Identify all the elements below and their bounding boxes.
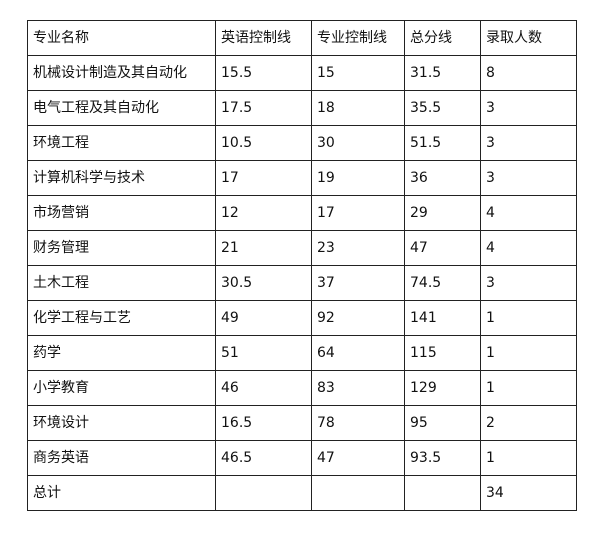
table-body: 专业名称 英语控制线 专业控制线 总分线 录取人数 机械设计制造及其自动化 15.5 15 31… bbox=[27, 20, 577, 511]
table-row: 药学 51 64 115 1 bbox=[27, 335, 577, 371]
cell-english-cutoff: 15.5 bbox=[215, 55, 312, 91]
cell-english-cutoff: 17 bbox=[215, 160, 312, 196]
cell-total-cutoff: 47 bbox=[404, 230, 481, 266]
cell-major-cutoff: 64 bbox=[311, 335, 405, 371]
header-total-cutoff: 总分线 bbox=[404, 20, 481, 56]
cell-admitted-count: 1 bbox=[480, 440, 577, 476]
header-admitted-count: 录取人数 bbox=[480, 20, 577, 56]
header-english-cutoff: 英语控制线 bbox=[215, 20, 312, 56]
cell-major-name: 机械设计制造及其自动化 bbox=[27, 55, 216, 91]
cell-admitted-count: 1 bbox=[480, 300, 577, 336]
cell-admitted-count: 34 bbox=[480, 475, 577, 511]
cell-english-cutoff: 46 bbox=[215, 370, 312, 406]
table-row: 化学工程与工艺 49 92 141 1 bbox=[27, 300, 577, 336]
cell-major-name: 电气工程及其自动化 bbox=[27, 90, 216, 126]
table-row: 小学教育 46 83 129 1 bbox=[27, 370, 577, 406]
cell-total-cutoff: 115 bbox=[404, 335, 481, 371]
cell-major-cutoff: 23 bbox=[311, 230, 405, 266]
cell-total-cutoff: 74.5 bbox=[404, 265, 481, 301]
table-row: 商务英语 46.5 47 93.5 1 bbox=[27, 440, 577, 476]
cell-total-cutoff: 29 bbox=[404, 195, 481, 231]
cell-english-cutoff: 16.5 bbox=[215, 405, 312, 441]
cell-english-cutoff: 17.5 bbox=[215, 90, 312, 126]
cell-major-cutoff: 18 bbox=[311, 90, 405, 126]
cell-major-name: 药学 bbox=[27, 335, 216, 371]
cell-admitted-count: 1 bbox=[480, 335, 577, 371]
cell-major-name: 土木工程 bbox=[27, 265, 216, 301]
cell-english-cutoff: 21 bbox=[215, 230, 312, 266]
admission-score-table: 专业名称 英语控制线 专业控制线 总分线 录取人数 机械设计制造及其自动化 15.5 15 31… bbox=[27, 20, 577, 511]
cell-total-cutoff: 31.5 bbox=[404, 55, 481, 91]
cell-english-cutoff: 10.5 bbox=[215, 125, 312, 161]
cell-total-cutoff: 141 bbox=[404, 300, 481, 336]
cell-major-cutoff: 37 bbox=[311, 265, 405, 301]
table-row: 财务管理 21 23 47 4 bbox=[27, 230, 577, 266]
cell-major-cutoff: 92 bbox=[311, 300, 405, 336]
table-row: 土木工程 30.5 37 74.5 3 bbox=[27, 265, 577, 301]
cell-total-cutoff: 35.5 bbox=[404, 90, 481, 126]
cell-major-cutoff: 19 bbox=[311, 160, 405, 196]
cell-admitted-count: 8 bbox=[480, 55, 577, 91]
cell-english-cutoff: 49 bbox=[215, 300, 312, 336]
cell-admitted-count: 4 bbox=[480, 230, 577, 266]
cell-major-cutoff bbox=[311, 475, 405, 511]
table-row: 机械设计制造及其自动化 15.5 15 31.5 8 bbox=[27, 55, 577, 91]
cell-major-name: 环境设计 bbox=[27, 405, 216, 441]
table-row: 市场营销 12 17 29 4 bbox=[27, 195, 577, 231]
cell-total-cutoff: 129 bbox=[404, 370, 481, 406]
cell-admitted-count: 3 bbox=[480, 90, 577, 126]
cell-admitted-count: 4 bbox=[480, 195, 577, 231]
cell-major-cutoff: 47 bbox=[311, 440, 405, 476]
table-row: 电气工程及其自动化 17.5 18 35.5 3 bbox=[27, 90, 577, 126]
table-row: 计算机科学与技术 17 19 36 3 bbox=[27, 160, 577, 196]
cell-major-name: 化学工程与工艺 bbox=[27, 300, 216, 336]
table-header-row: 专业名称 英语控制线 专业控制线 总分线 录取人数 bbox=[27, 20, 577, 56]
cell-major-cutoff: 83 bbox=[311, 370, 405, 406]
cell-admitted-count: 2 bbox=[480, 405, 577, 441]
cell-total-cutoff: 93.5 bbox=[404, 440, 481, 476]
cell-admitted-count: 3 bbox=[480, 160, 577, 196]
header-major-name: 专业名称 bbox=[27, 20, 216, 56]
cell-english-cutoff: 51 bbox=[215, 335, 312, 371]
cell-major-cutoff: 78 bbox=[311, 405, 405, 441]
cell-english-cutoff: 30.5 bbox=[215, 265, 312, 301]
cell-major-cutoff: 15 bbox=[311, 55, 405, 91]
cell-major-name: 商务英语 bbox=[27, 440, 216, 476]
cell-english-cutoff bbox=[215, 475, 312, 511]
cell-total-cutoff: 95 bbox=[404, 405, 481, 441]
cell-major-name: 小学教育 bbox=[27, 370, 216, 406]
table-row: 环境设计 16.5 78 95 2 bbox=[27, 405, 577, 441]
cell-total-cutoff: 36 bbox=[404, 160, 481, 196]
cell-english-cutoff: 46.5 bbox=[215, 440, 312, 476]
table-row: 总计 34 bbox=[27, 475, 577, 511]
cell-major-name: 总计 bbox=[27, 475, 216, 511]
cell-major-name: 计算机科学与技术 bbox=[27, 160, 216, 196]
cell-major-cutoff: 30 bbox=[311, 125, 405, 161]
cell-total-cutoff bbox=[404, 475, 481, 511]
cell-major-name: 市场营销 bbox=[27, 195, 216, 231]
table-row: 环境工程 10.5 30 51.5 3 bbox=[27, 125, 577, 161]
cell-admitted-count: 1 bbox=[480, 370, 577, 406]
cell-major-cutoff: 17 bbox=[311, 195, 405, 231]
cell-major-name: 财务管理 bbox=[27, 230, 216, 266]
cell-admitted-count: 3 bbox=[480, 265, 577, 301]
cell-english-cutoff: 12 bbox=[215, 195, 312, 231]
header-major-cutoff: 专业控制线 bbox=[311, 20, 405, 56]
cell-major-name: 环境工程 bbox=[27, 125, 216, 161]
cell-admitted-count: 3 bbox=[480, 125, 577, 161]
cell-total-cutoff: 51.5 bbox=[404, 125, 481, 161]
